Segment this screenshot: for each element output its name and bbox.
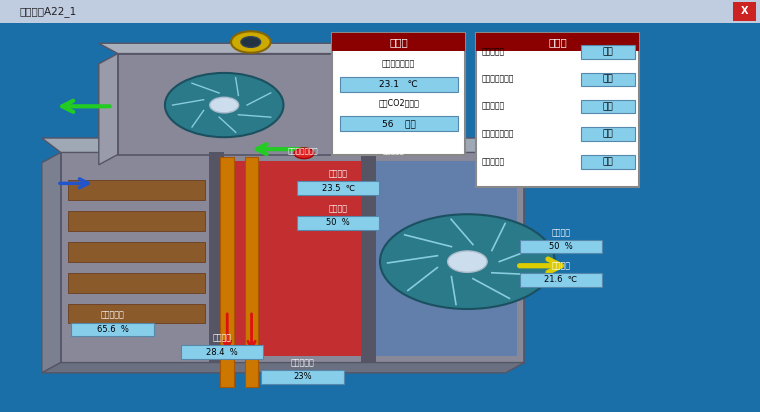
FancyBboxPatch shape — [581, 73, 635, 86]
Bar — [376, 161, 517, 356]
Circle shape — [380, 214, 555, 309]
Text: 送风温度: 送风温度 — [551, 261, 570, 270]
Text: 23.1   ℃: 23.1 ℃ — [379, 80, 418, 89]
Text: 23%: 23% — [293, 372, 312, 382]
Text: 水阀开度: 水阀开度 — [212, 333, 231, 342]
Text: 启用加速器: 启用加速器 — [482, 157, 505, 166]
Circle shape — [294, 148, 314, 159]
FancyBboxPatch shape — [297, 216, 379, 230]
Bar — [224, 161, 361, 356]
Text: 28.4  %: 28.4 % — [206, 348, 238, 357]
Bar — [209, 152, 224, 363]
FancyBboxPatch shape — [581, 45, 635, 59]
Text: 回风温度设定点: 回风温度设定点 — [382, 59, 415, 68]
Polygon shape — [68, 211, 205, 231]
FancyBboxPatch shape — [733, 2, 756, 21]
FancyBboxPatch shape — [0, 0, 760, 23]
Text: 空调机组A22_1: 空调机组A22_1 — [19, 6, 76, 17]
Text: 设定点: 设定点 — [389, 37, 408, 47]
FancyBboxPatch shape — [340, 116, 458, 131]
Polygon shape — [42, 363, 524, 373]
Circle shape — [165, 73, 283, 137]
Text: 送风机压差: 送风机压差 — [383, 147, 404, 154]
FancyBboxPatch shape — [297, 181, 379, 195]
FancyBboxPatch shape — [71, 323, 154, 336]
Bar — [361, 152, 376, 363]
Text: 56    打开: 56 打开 — [382, 119, 416, 128]
Polygon shape — [42, 152, 61, 373]
FancyBboxPatch shape — [581, 127, 635, 141]
Text: 50  %: 50 % — [549, 242, 573, 251]
Text: 23.5  ℃: 23.5 ℃ — [321, 184, 355, 193]
Text: 21.6  ℃: 21.6 ℃ — [544, 275, 578, 284]
Circle shape — [241, 37, 261, 47]
Circle shape — [448, 251, 487, 272]
Text: 关闭: 关闭 — [603, 102, 613, 111]
FancyBboxPatch shape — [581, 155, 635, 169]
Circle shape — [231, 31, 271, 53]
FancyBboxPatch shape — [476, 33, 639, 187]
Polygon shape — [99, 54, 118, 165]
Text: 送风机故温探管: 送风机故温探管 — [287, 147, 318, 154]
FancyBboxPatch shape — [581, 100, 635, 113]
Polygon shape — [68, 273, 205, 293]
Text: 命令点: 命令点 — [548, 37, 567, 47]
FancyBboxPatch shape — [332, 33, 465, 51]
Polygon shape — [68, 180, 205, 200]
FancyBboxPatch shape — [476, 33, 639, 51]
Text: 加速器控制: 加速器控制 — [290, 358, 315, 367]
Bar — [220, 157, 234, 387]
Polygon shape — [42, 138, 524, 152]
Text: 回风CO2设定点: 回风CO2设定点 — [378, 98, 419, 108]
Text: 新风阀开度: 新风阀开度 — [100, 311, 125, 320]
Circle shape — [210, 97, 239, 113]
Polygon shape — [99, 43, 376, 54]
Polygon shape — [68, 242, 205, 262]
Text: 启用回风机: 启用回风机 — [482, 102, 505, 111]
Bar — [245, 157, 258, 387]
Text: 关闭: 关闭 — [603, 157, 613, 166]
Text: 送风速度: 送风速度 — [551, 228, 570, 237]
Text: 打开: 打开 — [603, 47, 613, 56]
FancyBboxPatch shape — [520, 240, 602, 253]
Circle shape — [368, 140, 388, 150]
Text: 回风速度: 回风速度 — [328, 204, 347, 213]
FancyBboxPatch shape — [520, 273, 602, 287]
Text: 50  %: 50 % — [326, 218, 350, 227]
Text: 回风机故障确中: 回风机故障确中 — [482, 129, 515, 138]
FancyBboxPatch shape — [340, 77, 458, 92]
FancyBboxPatch shape — [61, 152, 524, 363]
FancyBboxPatch shape — [261, 370, 344, 384]
Text: X: X — [741, 6, 749, 16]
Circle shape — [361, 141, 376, 149]
Text: 回风温度: 回风温度 — [328, 170, 347, 179]
Text: 启用送风机: 启用送风机 — [482, 47, 505, 56]
Polygon shape — [68, 304, 205, 323]
Text: 关闭: 关闭 — [603, 130, 613, 138]
Text: 65.6  %: 65.6 % — [97, 325, 128, 334]
FancyBboxPatch shape — [181, 345, 263, 359]
FancyBboxPatch shape — [118, 54, 376, 154]
FancyBboxPatch shape — [332, 33, 465, 154]
Text: 送风机故障确中: 送风机故障确中 — [482, 75, 515, 84]
Circle shape — [352, 136, 385, 154]
Text: 关闭: 关闭 — [603, 75, 613, 84]
